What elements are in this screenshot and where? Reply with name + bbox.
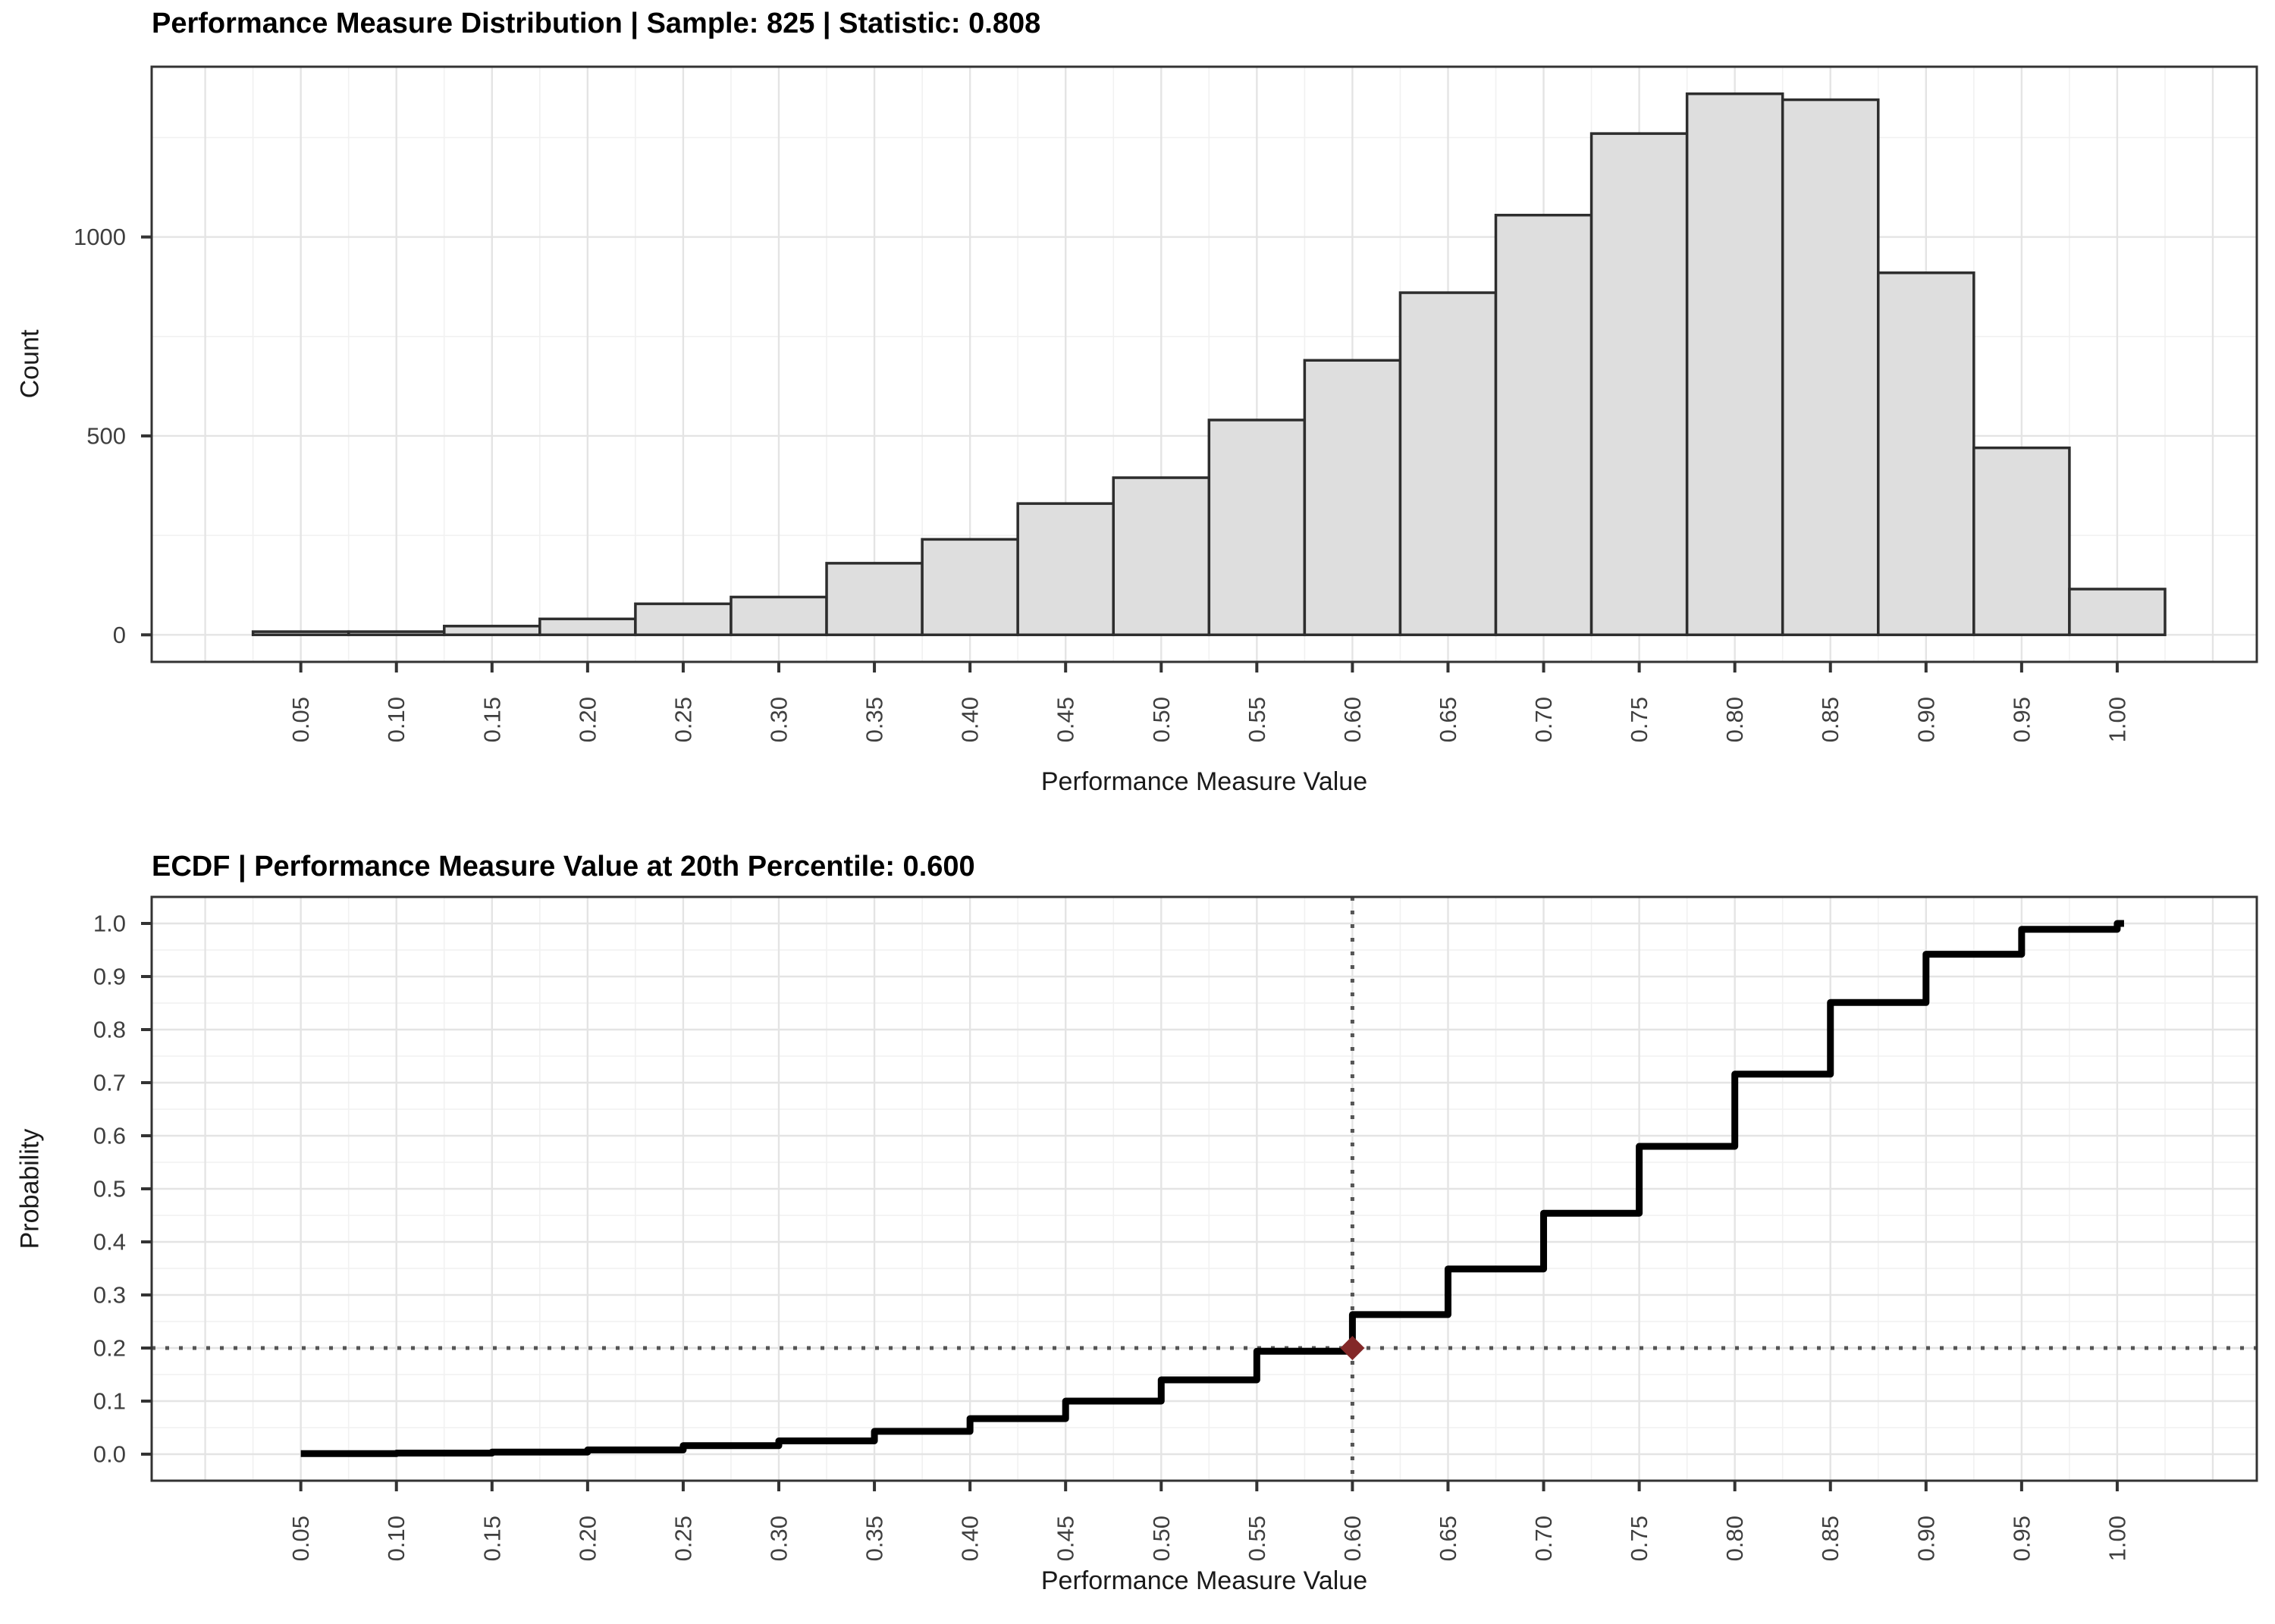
x-tick-label: 0.65 (1435, 1516, 1461, 1561)
x-tick-label: 0.15 (479, 697, 505, 742)
ecdf-title: ECDF | Performance Measure Value at 20th… (152, 851, 975, 883)
histogram-bar (538, 617, 637, 637)
x-tick-label: 0.70 (1530, 697, 1557, 742)
ecdf-panel: 0.05 0.10 0.15 0.20 0.25 0.30 0.35 0.40 0.45 0.50… (93, 895, 2258, 1561)
x-tick-label: 0.60 (1339, 1516, 1366, 1561)
y-tick-label: 0.5 (93, 1176, 126, 1202)
x-tick-label: 0.35 (861, 697, 888, 742)
histogram-bar (251, 630, 350, 637)
x-tick-label: 0.85 (1817, 1516, 1844, 1561)
histogram-bar (1877, 271, 1975, 637)
y-tick-label: 0.9 (93, 964, 126, 990)
histogram-bar (1494, 213, 1593, 637)
x-tick-label: 0.40 (957, 1516, 984, 1561)
x-tick-label: 0.10 (383, 1516, 410, 1561)
x-tick-label: 0.85 (1817, 697, 1844, 742)
histogram-bar (1303, 359, 1402, 637)
histogram-bar (443, 625, 541, 637)
x-tick-label: 0.55 (1244, 697, 1270, 742)
x-tick-label: 0.80 (1721, 697, 1748, 742)
y-tick-label: 0.3 (93, 1282, 126, 1309)
histogram-bar (1112, 476, 1211, 637)
ecdf-step-line (300, 920, 2124, 1457)
histogram-x-axis-title: Performance Measure Value (1040, 767, 1368, 796)
x-tick-label: 0.40 (957, 697, 984, 742)
histogram-bar (825, 562, 924, 637)
histogram-bar (2068, 588, 2167, 637)
y-tick-label: 500 (86, 422, 126, 449)
ecdf-x-axis-title: Performance Measure Value (1040, 1566, 1368, 1595)
y-tick-label: 0.0 (93, 1441, 126, 1468)
histogram-bar (347, 630, 446, 637)
y-tick-label: 0.4 (93, 1229, 126, 1256)
panel-border (150, 65, 2258, 663)
histogram-bar (730, 595, 828, 637)
histogram-panel: 0.05 0.10 0.15 0.20 0.25 0.30 0.35 0.40 0.45 0.50… (74, 65, 2258, 742)
y-tick-label: 0.6 (93, 1123, 126, 1149)
histogram-title: Performance Measure Distribution | Sampl… (152, 8, 1041, 39)
histogram-bar (921, 538, 1019, 637)
x-tick-label: 0.45 (1053, 1516, 1079, 1561)
percentile-point-marker (1340, 1336, 1365, 1360)
x-tick-label: 0.20 (574, 1516, 601, 1561)
x-tick-label: 0.70 (1530, 1516, 1557, 1561)
x-tick-label: 0.90 (1913, 697, 1939, 742)
histogram-bar (1972, 446, 2071, 637)
x-tick-label: 0.50 (1148, 697, 1175, 742)
x-tick-label: 0.60 (1339, 697, 1366, 742)
x-tick-label: 0.15 (479, 1516, 505, 1561)
x-tick-label: 0.75 (1626, 697, 1652, 742)
x-tick-label: 0.65 (1435, 697, 1461, 742)
x-tick-label: 0.95 (2008, 697, 2035, 742)
x-tick-label: 0.30 (766, 697, 792, 742)
x-tick-label: 0.30 (766, 1516, 792, 1561)
histogram-bar (634, 602, 733, 637)
histogram-bar (1589, 132, 1689, 637)
x-tick-label: 0.10 (383, 697, 410, 742)
histogram-bar (1398, 291, 1498, 637)
x-tick-label: 1.00 (2104, 1516, 2130, 1561)
x-tick-label: 1.00 (2104, 697, 2130, 742)
histogram-bar (1781, 98, 1880, 637)
x-tick-label: 0.75 (1626, 1516, 1652, 1561)
x-tick-label: 0.05 (287, 697, 314, 742)
y-tick-label: 0.7 (93, 1070, 126, 1096)
x-tick-label: 0.95 (2008, 1516, 2035, 1561)
x-tick-label: 0.55 (1244, 1516, 1270, 1561)
y-tick-label: 0.2 (93, 1335, 126, 1362)
histogram-bar (1207, 419, 1307, 637)
x-tick-label: 0.45 (1053, 697, 1079, 742)
histogram-bar (1016, 502, 1115, 637)
x-tick-label: 0.35 (861, 1516, 888, 1561)
x-tick-label: 0.05 (287, 1516, 314, 1561)
y-tick-label: 1.0 (93, 911, 126, 937)
x-tick-label: 0.90 (1913, 1516, 1939, 1561)
y-tick-label: 1000 (74, 224, 126, 250)
y-tick-label: 0.8 (93, 1017, 126, 1043)
x-tick-label: 0.25 (670, 697, 696, 742)
x-tick-label: 0.50 (1148, 1516, 1175, 1561)
histogram-bar (1685, 92, 1784, 637)
x-tick-label: 0.20 (574, 697, 601, 742)
x-tick-label: 0.80 (1721, 1516, 1748, 1561)
x-tick-label: 0.25 (670, 1516, 696, 1561)
y-tick-label: 0 (113, 622, 126, 648)
y-tick-label: 0.1 (93, 1388, 126, 1415)
